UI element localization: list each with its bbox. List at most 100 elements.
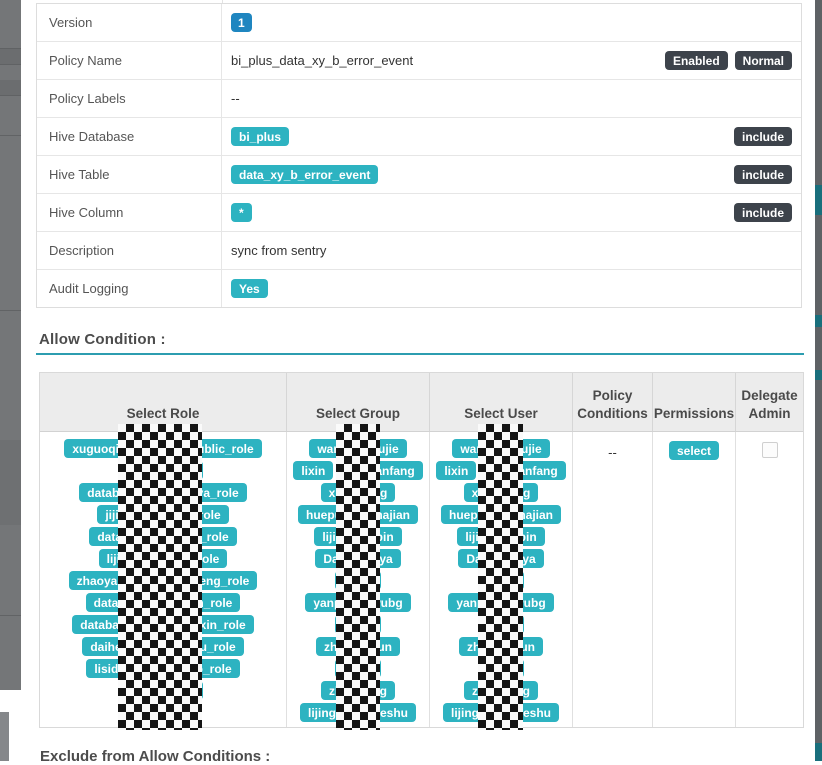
enabled-badge: Enabled (664, 51, 728, 70)
permissions-cell: select (652, 432, 735, 727)
detail-row-label: Description (37, 232, 222, 269)
allow-condition-title: Allow Condition : (39, 331, 166, 348)
dimmed-accent-segment (815, 185, 822, 215)
detail-row-badges (792, 4, 801, 41)
hive-database-value: bi_plus (231, 127, 290, 146)
user-badge-text: lixin (444, 463, 469, 478)
dimmed-accent-segment (815, 370, 822, 380)
detail-row-badges: include (733, 118, 801, 155)
detail-row-label: Hive Column (37, 194, 222, 231)
user-badge-text: heshu (515, 705, 551, 720)
sidebar-band (0, 80, 21, 96)
detail-row-label: Audit Logging (37, 270, 222, 307)
detail-row-value: bi_plus_data_xy_b_error_event (222, 42, 665, 79)
role-badge-text: _role (200, 529, 229, 544)
allow-header-policy-conditions: Policy Conditions (572, 373, 652, 431)
detail-row-label: Hive Table (37, 156, 222, 193)
dimmed-accent-segment (815, 743, 822, 761)
redaction-overlay (118, 424, 202, 730)
detail-row-value: -- (222, 80, 792, 117)
policy-conditions-cell: -- (572, 432, 652, 727)
dimmed-sidebar-footer (0, 712, 9, 761)
allow-header-select-group: Select Group (286, 373, 429, 431)
policy-name-value: bi_plus_data_xy_b_error_event (231, 53, 414, 68)
detail-row-value: Yes (222, 270, 792, 307)
detail-row-value: sync from sentry (222, 232, 792, 269)
detail-row-badges (792, 232, 801, 269)
detail-row-policy-labels: Policy Labels -- (37, 79, 801, 117)
user-badge-text: wan (460, 441, 484, 456)
detail-row-version: Version 1 (37, 4, 801, 41)
policy-conditions-value: -- (608, 445, 617, 460)
user-badge-text: lijingy (450, 705, 486, 720)
include-badge: include (733, 203, 792, 222)
dimmed-sidebar (0, 0, 22, 690)
role-badge-text: xuguoqian (72, 441, 133, 456)
detail-row-badges (792, 80, 801, 117)
group-badge-text: lixin (301, 463, 326, 478)
detail-row-value: 1 (222, 4, 792, 41)
sidebar-band (0, 440, 21, 525)
detail-row-hive-database: Hive Database bi_plus include (37, 117, 801, 155)
include-badge: include (733, 165, 792, 184)
role-badge-text: n_role (196, 595, 233, 610)
sidebar-divider (0, 135, 21, 136)
user-badge: lixin (436, 461, 477, 480)
allow-condition-table: Select Role Select Group Select User Policy… (39, 372, 804, 730)
allow-header-delegate-admin: Delegate Admin (735, 373, 803, 431)
detail-row-description: Description sync from sentry (37, 231, 801, 269)
detail-row-label: Policy Labels (37, 80, 222, 117)
user-badge-text: yanp (456, 595, 485, 610)
select-group-cell: wandujielixinanfangxunghuepumajianlijiei… (286, 424, 429, 730)
group-badge: lixin (293, 461, 334, 480)
role-badge-text: o_role (195, 661, 232, 676)
group-badge-text: huepu (305, 507, 342, 522)
detail-row-label: Hive Database (37, 118, 222, 155)
dimmed-accent-segment (815, 315, 822, 327)
group-badge-text: wan (317, 441, 341, 456)
exclude-condition-title: Exclude from Allow Conditions : (40, 748, 271, 765)
sidebar-band (0, 48, 21, 65)
detail-row-label: Version (37, 4, 222, 41)
role-badge-text: u_role (199, 639, 236, 654)
user-badge-text: majian (514, 507, 553, 522)
allow-condition-underline (36, 353, 804, 355)
detail-row-audit-logging: Audit Logging Yes (37, 269, 801, 307)
detail-row-label: Policy Name (37, 42, 222, 79)
select-user-cell: wandujielixinanfangxunghuepumajianlijiei… (429, 424, 572, 730)
user-badge-text: huepu (448, 507, 485, 522)
sidebar-divider (0, 615, 21, 616)
detail-row-hive-table: Hive Table data_xy_b_error_event include (37, 155, 801, 193)
allow-table-body: xuguoqianublic_roledatabasya_rolejijiawr… (40, 424, 803, 730)
hive-table-value: data_xy_b_error_event (231, 165, 379, 184)
policy-labels-value: -- (231, 91, 240, 106)
role-badge-text: ixin_role (196, 617, 246, 632)
group-badge-text: heshu (372, 705, 408, 720)
detail-row-policy-name: Policy Name bi_plus_data_xy_b_error_event… (37, 41, 801, 79)
sidebar-divider (0, 310, 21, 311)
detail-row-hive-column: Hive Column * include (37, 193, 801, 231)
group-badge-text: majian (371, 507, 410, 522)
detail-row-value: bi_plus (222, 118, 734, 155)
allow-header-select-role: Select Role (126, 405, 200, 421)
redaction-overlay (336, 424, 380, 730)
allow-header-permissions: Permissions (652, 373, 735, 431)
include-badge: include (733, 127, 792, 146)
allow-header-select-user: Select User (429, 373, 572, 431)
detail-row-value: data_xy_b_error_event (222, 156, 734, 193)
policy-detail-table: Version 1 Policy Name bi_plus_data_xy_b_err… (36, 3, 802, 308)
audit-logging-value: Yes (231, 279, 268, 298)
version-value: 1 (231, 13, 252, 32)
delegate-admin-checkbox[interactable] (761, 442, 778, 458)
role-badge-text: ya_role (196, 485, 239, 500)
group-badge-text: lijingy (307, 705, 343, 720)
description-value: sync from sentry (231, 243, 327, 258)
permission-badge: select (668, 441, 720, 460)
detail-row-badges: Enabled Normal (664, 42, 801, 79)
dimmed-page-edge (815, 0, 822, 761)
detail-row-badges: include (733, 194, 801, 231)
role-badge-text: eng_role (199, 573, 250, 588)
select-role-cell: xuguoqianublic_roledatabasya_rolejijiawr… (40, 424, 286, 730)
role-badge-text: role (198, 507, 221, 522)
detail-row-badges: include (733, 156, 801, 193)
